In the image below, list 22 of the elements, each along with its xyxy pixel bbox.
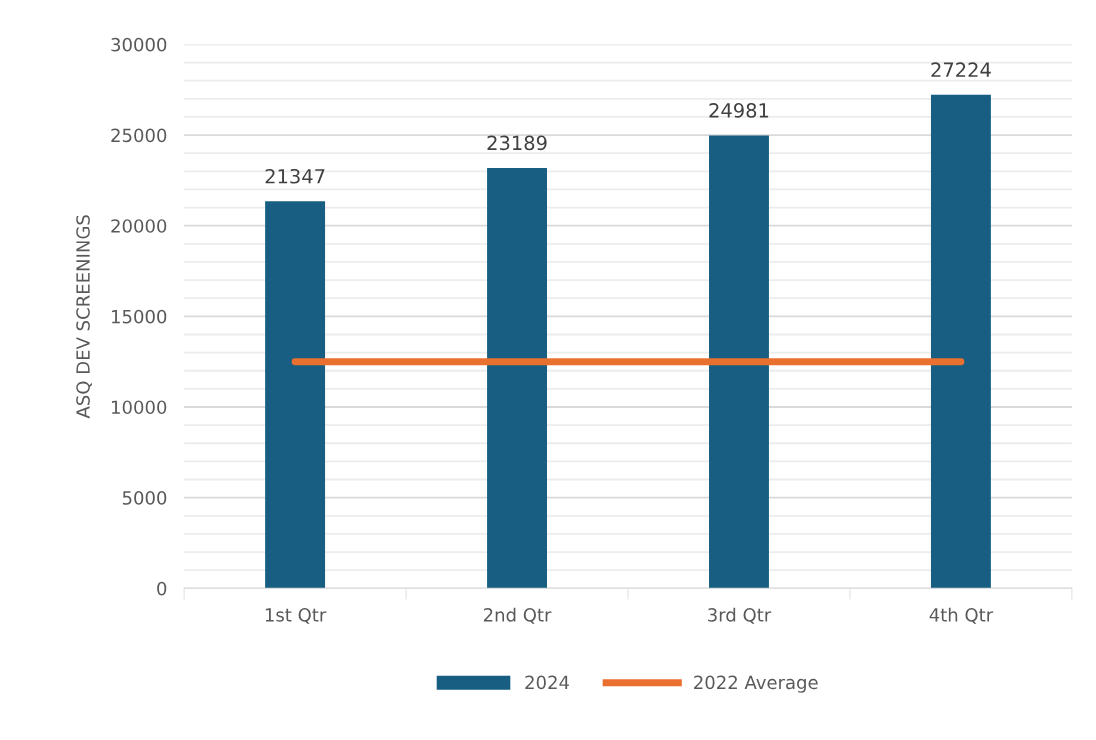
y-tick-label: 15000	[112, 309, 167, 324]
y-tick-label: 10000	[112, 400, 167, 415]
bar	[709, 135, 769, 589]
data-label: 24981	[709, 103, 769, 118]
legend-label: 2022 Average	[694, 675, 818, 693]
y-axis-title: ASQ DEV SCREENINGS	[76, 215, 92, 419]
y-tick-label: 5000	[122, 491, 167, 505]
bar	[265, 201, 326, 589]
x-tick-label: 3rd Qtr	[708, 607, 772, 624]
bar	[930, 94, 991, 589]
y-tick-label: 30000	[111, 37, 167, 52]
bar	[487, 167, 547, 589]
y-tick-label: 20000	[111, 219, 167, 233]
y-tick-label: 25000	[111, 128, 167, 143]
x-tick-label: 4th Qtr	[929, 607, 994, 624]
data-label: 23189	[487, 135, 547, 151]
legend-label: 2024	[525, 675, 569, 690]
data-label: 21347	[265, 168, 325, 184]
data-label: 27224	[931, 62, 991, 77]
x-tick-label: 2nd Qtr	[483, 607, 552, 624]
x-tick-label: 1st Qtr	[265, 608, 327, 624]
y-tick-label: 0	[157, 581, 167, 596]
